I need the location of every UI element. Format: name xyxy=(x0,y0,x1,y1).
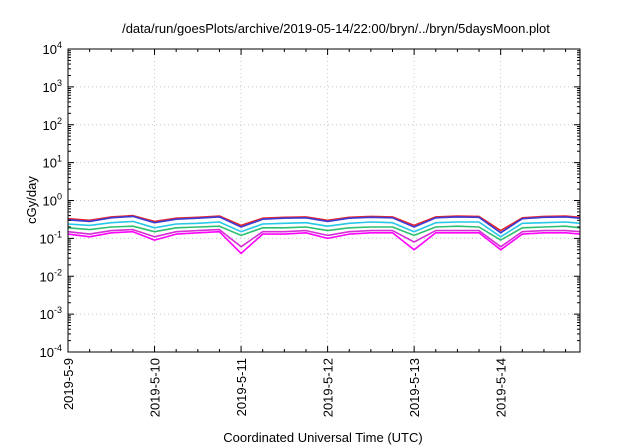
series-line-6 xyxy=(67,230,581,255)
x-tick-label: 2019-5-9 xyxy=(61,358,76,410)
y-tick-label: 10-2 xyxy=(40,267,62,284)
y-tick-label: 104 xyxy=(43,40,62,57)
y-axis-label: cGy/day xyxy=(24,176,39,224)
series-line-3 xyxy=(67,220,581,238)
y-tick-labels: 10-4 10-3 10-2 10-1 100 101 102 103 104 xyxy=(40,40,62,360)
grid-lines xyxy=(68,49,580,352)
axis-ticks xyxy=(67,48,580,353)
series-line-2 xyxy=(67,215,581,234)
series-line-1 xyxy=(67,214,581,232)
x-tick-label: 2019-5-11 xyxy=(234,358,249,416)
x-axis-label: Coordinated Universal Time (UTC) xyxy=(223,430,422,445)
y-tick-label: 10-4 xyxy=(40,343,62,360)
series-line-5 xyxy=(67,228,581,248)
y-tick-label: 10-3 xyxy=(40,305,62,322)
y-tick-label: 101 xyxy=(43,154,62,171)
x-tick-label: 2019-5-10 xyxy=(148,358,163,417)
x-tick-label: 2019-5-12 xyxy=(321,358,336,417)
y-tick-label: 100 xyxy=(43,192,62,209)
x-tick-labels: 2019-5-9 2019-5-10 2019-5-11 2019-5-12 2019-… xyxy=(61,358,509,417)
x-tick-label: 2019-5-13 xyxy=(407,358,422,417)
series-group xyxy=(67,214,581,255)
x-tick-label: 2019-5-14 xyxy=(494,358,509,417)
chart-title: /data/run/goesPlots/archive/2019-05-14/2… xyxy=(122,21,550,36)
y-tick-label: 102 xyxy=(43,116,62,133)
y-tick-label: 10-1 xyxy=(40,229,62,246)
series-line-4 xyxy=(67,225,581,241)
y-tick-label: 103 xyxy=(43,78,62,95)
